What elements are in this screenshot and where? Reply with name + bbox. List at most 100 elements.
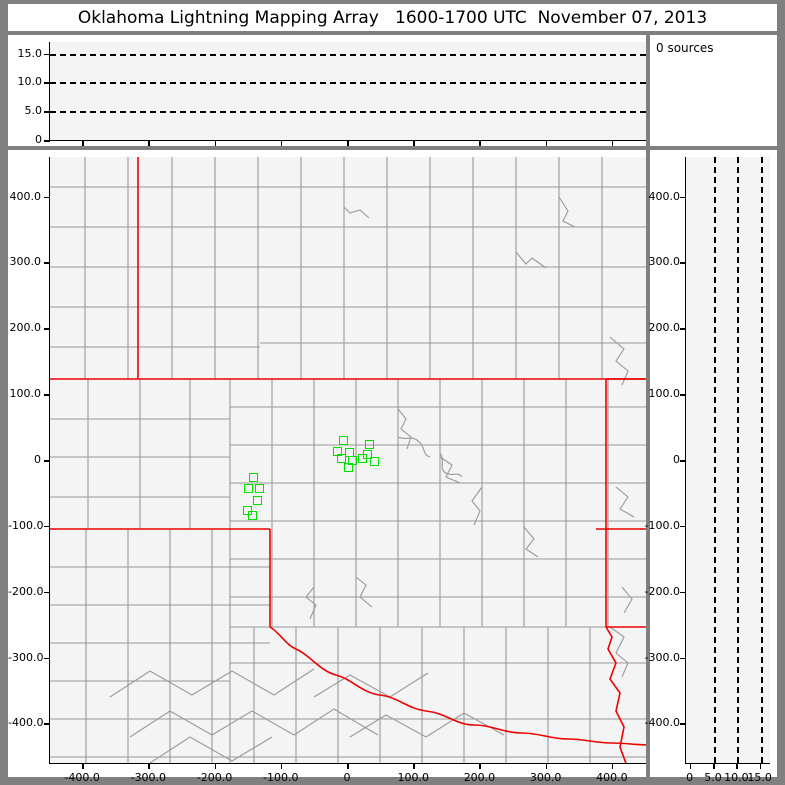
x-tick-mark xyxy=(611,140,614,146)
y-axis-tick-label: 300.0 xyxy=(9,255,42,269)
y-tick-mark xyxy=(680,723,686,725)
lightning-source-marker[interactable] xyxy=(248,511,258,521)
y-tick-mark xyxy=(44,525,50,528)
y-tick-mark xyxy=(44,140,50,142)
x-axis-tick-label: 0 xyxy=(343,771,351,784)
y-tick-mark xyxy=(44,262,50,264)
plan-view-map-plot-area[interactable] xyxy=(49,157,646,764)
x-tick-mark xyxy=(736,763,738,769)
x-tick-mark xyxy=(148,140,150,146)
x-axis-tick-label: -100.0 xyxy=(263,771,299,784)
x-axis-tick-label: -400.0 xyxy=(64,771,100,784)
x-tick-mark xyxy=(413,763,415,769)
y-axis-tick-label: -100.0 xyxy=(8,518,44,532)
x-tick-mark xyxy=(82,763,84,769)
x-tick-mark xyxy=(759,763,762,769)
x-axis-tick-label: -300.0 xyxy=(130,771,167,784)
source-count-label: 0 sources xyxy=(656,41,714,55)
y-tick-mark xyxy=(680,394,686,396)
y-axis-tick-label: 5.0 xyxy=(24,104,43,118)
lightning-source-marker[interactable] xyxy=(338,435,348,445)
x-axis-tick-label: 5.0 xyxy=(704,771,722,784)
y-tick-mark xyxy=(44,591,50,594)
x-tick-mark xyxy=(347,763,349,769)
y-axis-tick-label: 400.0 xyxy=(9,189,42,203)
x-tick-mark xyxy=(479,140,481,146)
gridline-horizontal xyxy=(50,111,646,114)
gridline-horizontal xyxy=(50,53,646,56)
y-tick-mark xyxy=(44,53,50,56)
lightning-source-marker[interactable] xyxy=(358,453,368,463)
y-tick-mark xyxy=(680,657,686,660)
gridline-horizontal xyxy=(50,82,646,85)
y-axis-tick-label: -200.0 xyxy=(644,584,680,598)
gridline-vertical xyxy=(714,157,716,763)
x-axis-tick-label: -200.0 xyxy=(196,771,233,784)
y-tick-mark xyxy=(44,460,50,462)
lightning-source-marker[interactable] xyxy=(336,453,346,463)
y-axis-tick-label: -200.0 xyxy=(8,584,44,598)
time-height-panel: 05.010.015.0-400.0-300.0-200.0-100.00100… xyxy=(8,35,646,161)
y-tick-mark xyxy=(680,328,686,330)
state-boundaries xyxy=(50,157,646,763)
altitude-panel: 0 5.0 10.0 15.0 400.0 300.0 200.0 100.0 0 -100.0 -… xyxy=(645,150,777,784)
y-tick-mark xyxy=(680,460,686,462)
y-axis-tick-label: -300.0 xyxy=(8,650,44,664)
plan-view-map-panel: 400.0 300.0 200.0 100.0 0 -100.0 -200.0 -300.0 -… xyxy=(8,150,646,784)
altitude-plot-area[interactable] xyxy=(685,157,770,764)
x-tick-mark xyxy=(280,763,283,769)
y-tick-mark xyxy=(44,111,50,113)
title-bar: Oklahoma Lightning Mapping Array 1600-17… xyxy=(8,4,777,31)
y-axis-tick-label: -300.0 xyxy=(644,650,680,664)
x-axis-tick-label: 400.0 xyxy=(596,771,628,784)
lightning-source-marker[interactable] xyxy=(254,484,264,494)
lightning-source-marker[interactable] xyxy=(363,450,373,460)
x-axis-tick-label: 100.0 xyxy=(397,771,429,784)
y-axis-tick-label: 0 xyxy=(673,453,680,466)
time-height-plot-area[interactable] xyxy=(49,42,646,141)
x-tick-mark xyxy=(148,763,150,769)
y-tick-mark xyxy=(44,82,50,84)
x-axis-tick-label: 0 xyxy=(686,771,694,784)
y-tick-mark xyxy=(680,262,686,264)
lightning-source-marker[interactable] xyxy=(369,456,379,466)
x-axis-tick-label: 200.0 xyxy=(463,771,496,784)
y-axis-tick-label: 200.0 xyxy=(648,321,681,335)
county-boundaries xyxy=(50,157,646,763)
y-axis-tick-label: 400.0 xyxy=(648,189,681,203)
lightning-source-marker[interactable] xyxy=(249,473,259,483)
y-tick-mark xyxy=(44,328,50,330)
x-tick-mark xyxy=(713,763,715,769)
source-count-panel: 0 sources xyxy=(650,35,777,146)
y-axis-tick-label: 100.0 xyxy=(9,387,42,401)
y-tick-mark xyxy=(680,196,686,199)
page-title: Oklahoma Lightning Mapping Array 1600-17… xyxy=(77,7,708,28)
gridline-vertical xyxy=(760,157,763,763)
x-tick-mark xyxy=(347,140,349,146)
lightning-source-marker[interactable] xyxy=(244,484,254,494)
lightning-source-marker[interactable] xyxy=(252,496,262,506)
lightning-source-marker[interactable] xyxy=(344,463,354,473)
gridline-vertical xyxy=(737,157,740,763)
lightning-source-marker[interactable] xyxy=(242,505,252,515)
x-axis-tick-label: 300.0 xyxy=(529,771,562,784)
y-axis-tick-label: -100.0 xyxy=(644,518,680,532)
x-axis-tick-label: 15.0 xyxy=(747,771,772,784)
y-tick-mark xyxy=(44,723,50,725)
y-tick-mark xyxy=(44,657,50,660)
y-tick-mark xyxy=(44,394,50,396)
y-tick-mark xyxy=(680,591,686,594)
x-tick-mark xyxy=(214,140,217,146)
x-tick-mark xyxy=(545,763,548,769)
x-tick-mark xyxy=(413,140,415,146)
y-axis-tick-label: 200.0 xyxy=(9,321,42,335)
y-axis-tick-label: 10.0 xyxy=(17,75,43,89)
x-axis-tick-label: 10.0 xyxy=(724,771,749,784)
y-axis-tick-label: -400.0 xyxy=(644,716,680,730)
y-axis-tick-label: 0 xyxy=(35,133,42,146)
x-tick-mark xyxy=(479,763,481,769)
map-geography xyxy=(50,157,646,763)
y-axis-tick-label: 300.0 xyxy=(648,255,681,269)
lightning-source-marker[interactable] xyxy=(364,439,374,449)
